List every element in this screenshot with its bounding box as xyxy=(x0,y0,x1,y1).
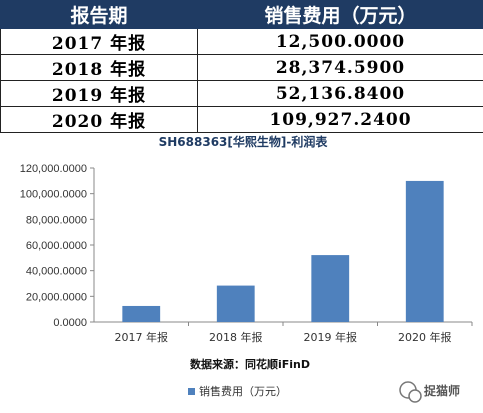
expense-cell: 109,927.2400 xyxy=(197,106,483,133)
expense-cell: 52,136.8400 xyxy=(197,80,483,107)
y-tick-label: 40,000.0000 xyxy=(26,266,87,278)
bar-4 xyxy=(405,180,444,322)
y-tick-label: 100,000.0000 xyxy=(20,189,87,201)
table-row: 2018 年报 28,374.5900 xyxy=(0,54,483,81)
x-axis-labels: 2017 年报 2018 年报 2019 年报 2020 年报 xyxy=(115,322,473,344)
wechat-icon-bubble xyxy=(408,389,422,403)
watermark: 捉猫师 xyxy=(399,381,460,403)
bars-group xyxy=(122,180,444,322)
expense-cell: 28,374.5900 xyxy=(197,54,483,81)
chart-title: SH688363[华熙生物]-利润表 xyxy=(159,134,329,149)
y-tick-label: 80,000.0000 xyxy=(26,214,87,226)
period-cell: 2018 年报 xyxy=(0,54,198,81)
legend: 销售费用（万元） xyxy=(188,384,287,398)
bar-3 xyxy=(311,255,350,322)
period-cell: 2019 年报 xyxy=(0,80,198,107)
y-axis: 0.0000 20,000.0000 40,000.0000 60,000.0000 8… xyxy=(20,163,94,329)
legend-swatch xyxy=(188,388,195,395)
data-source-note: 数据来源：同花顺iFinD xyxy=(190,357,310,371)
legend-label: 销售费用（万元） xyxy=(199,384,287,398)
y-tick-label: 120,000.0000 xyxy=(20,163,87,175)
table-row: 2017 年报 12,500.0000 xyxy=(0,28,483,55)
y-tick-label: 0.0000 xyxy=(53,317,87,329)
y-tick-label: 60,000.0000 xyxy=(26,240,87,252)
y-tick-label: 20,000.0000 xyxy=(26,291,87,303)
table-header-row: 报告期 销售费用（万元） xyxy=(0,0,483,29)
bar-1 xyxy=(122,305,161,322)
period-cell: 2020 年报 xyxy=(0,106,198,133)
x-tick-label: 2017 年报 xyxy=(115,330,169,344)
x-tick-label: 2018 年报 xyxy=(209,330,263,344)
sales-expense-table: 报告期 销售费用（万元） 2017 年报 12,500.0000 2018 年报… xyxy=(0,0,483,133)
period-cell: 2017 年报 xyxy=(0,28,198,55)
x-tick-label: 2019 年报 xyxy=(304,330,358,344)
header-sales-expense: 销售费用（万元） xyxy=(197,0,483,29)
table-row: 2019 年报 52,136.8400 xyxy=(0,80,483,107)
watermark-text: 捉猫师 xyxy=(424,383,460,398)
table-row: 2020 年报 109,927.2400 xyxy=(0,106,483,133)
bar-2 xyxy=(216,285,255,322)
expense-cell: 12,500.0000 xyxy=(197,28,483,55)
sales-expense-bar-chart: SH688363[华熙生物]-利润表 0.0000 20,000.0000 40,0… xyxy=(20,134,473,403)
x-tick-label: 2020 年报 xyxy=(398,330,452,344)
header-report-period: 报告期 xyxy=(0,0,198,29)
